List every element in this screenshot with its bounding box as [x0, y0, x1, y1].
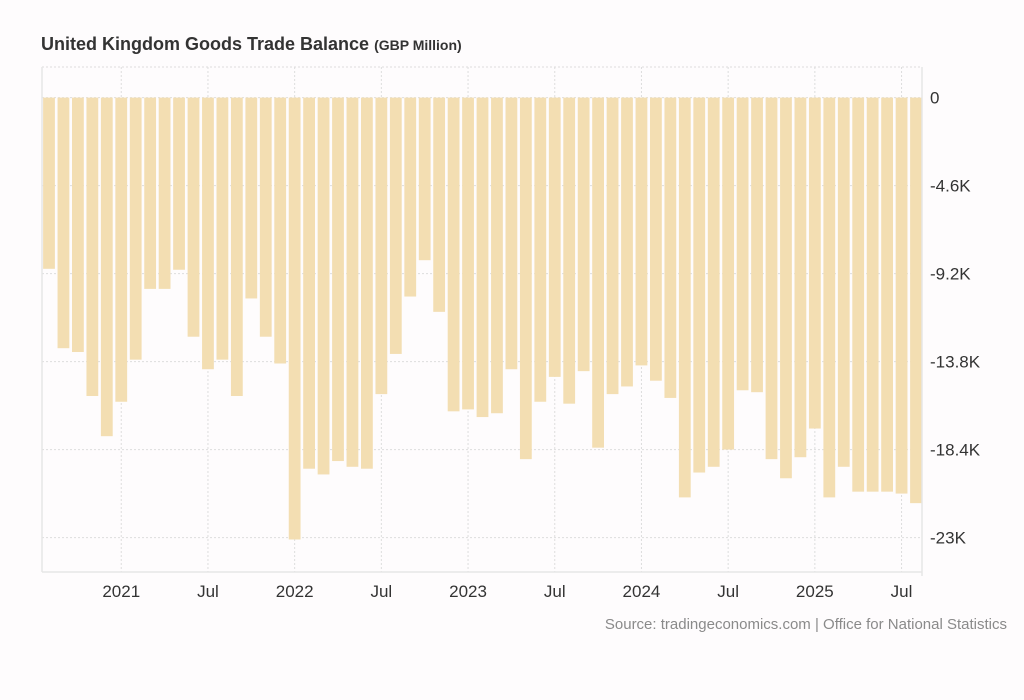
bar[interactable]	[548, 97, 561, 377]
bar[interactable]	[736, 97, 749, 391]
bar[interactable]	[462, 97, 474, 410]
bar[interactable]	[43, 97, 55, 269]
y-axis: 0 -4.6K -9.2K -13.8K -18.4K -23K	[930, 89, 981, 548]
bar[interactable]	[794, 97, 807, 458]
x-tick-label: 2024	[623, 582, 661, 601]
bar[interactable]	[259, 97, 272, 337]
plot-frame	[41, 67, 923, 576]
bar[interactable]	[346, 97, 359, 467]
x-axis: 2021 Jul 2022 Jul 2023 Jul 2024 Jul 2025 Jul	[102, 582, 912, 601]
x-tick-label: 2025	[796, 582, 834, 601]
bar[interactable]	[635, 97, 648, 366]
x-tick-label: Jul	[370, 582, 392, 601]
bar[interactable]	[707, 97, 720, 467]
y-tick-label: -18.4K	[930, 441, 981, 460]
chart-title-text: United Kingdom Goods Trade Balance	[41, 34, 370, 54]
bar[interactable]	[375, 97, 388, 395]
chart-title: United Kingdom Goods Trade Balance (GBP …	[41, 34, 462, 55]
bar[interactable]	[404, 97, 417, 297]
bar[interactable]	[722, 97, 735, 450]
y-tick-label: -13.8K	[930, 353, 981, 372]
x-tick-label: Jul	[717, 582, 739, 601]
bar[interactable]	[650, 97, 662, 381]
x-tick-label: 2022	[276, 582, 314, 601]
bar[interactable]	[447, 97, 460, 412]
bar[interactable]	[895, 97, 908, 494]
bar[interactable]	[678, 97, 691, 498]
x-tick-label: Jul	[197, 582, 219, 601]
bar[interactable]	[173, 97, 185, 270]
bar[interactable]	[129, 97, 142, 360]
source-note: Source: tradingeconomics.com | Office fo…	[604, 616, 1007, 633]
bar[interactable]	[837, 97, 850, 467]
bar[interactable]	[389, 97, 402, 354]
bar[interactable]	[332, 97, 344, 462]
bar[interactable]	[664, 97, 677, 398]
bar[interactable]	[57, 97, 70, 349]
bar[interactable]	[491, 97, 503, 414]
bar[interactable]	[852, 97, 865, 492]
y-tick-label: -23K	[930, 529, 967, 548]
bar[interactable]	[72, 97, 84, 353]
bar[interactable]	[910, 97, 922, 504]
bar[interactable]	[230, 97, 243, 397]
bar[interactable]	[563, 97, 576, 404]
bar[interactable]	[505, 97, 518, 370]
bar[interactable]	[288, 97, 301, 540]
bar[interactable]	[144, 97, 157, 289]
bar[interactable]	[519, 97, 532, 460]
bar[interactable]	[418, 97, 431, 261]
bar[interactable]	[534, 97, 547, 402]
bar[interactable]	[303, 97, 315, 469]
x-tick-label: Jul	[891, 582, 913, 601]
bar[interactable]	[476, 97, 489, 418]
bar[interactable]	[86, 97, 99, 397]
bar[interactable]	[115, 97, 128, 402]
bars	[43, 97, 922, 540]
bar[interactable]	[158, 97, 171, 289]
bar[interactable]	[361, 97, 373, 469]
bar[interactable]	[621, 97, 633, 387]
y-tick-label: -9.2K	[930, 265, 971, 284]
bar[interactable]	[433, 97, 446, 312]
bar[interactable]	[592, 97, 604, 448]
bar[interactable]	[100, 97, 113, 437]
x-tick-label: 2023	[449, 582, 487, 601]
bar[interactable]	[606, 97, 619, 395]
bar[interactable]	[577, 97, 590, 372]
y-tick-label: 0	[930, 89, 939, 108]
bar[interactable]	[245, 97, 258, 299]
bar[interactable]	[751, 97, 763, 393]
bar[interactable]	[216, 97, 229, 360]
bar[interactable]	[317, 97, 330, 475]
bar[interactable]	[881, 97, 893, 492]
x-tick-label: 2021	[102, 582, 140, 601]
bar[interactable]	[693, 97, 706, 473]
bar[interactable]	[780, 97, 792, 479]
bar[interactable]	[202, 97, 214, 370]
y-tick-label: -4.6K	[930, 177, 971, 196]
bar[interactable]	[866, 97, 879, 492]
bar[interactable]	[808, 97, 821, 429]
chart-unit-label: (GBP Million)	[374, 37, 462, 53]
bar[interactable]	[765, 97, 778, 460]
bar[interactable]	[187, 97, 200, 337]
bar[interactable]	[823, 97, 836, 498]
bar[interactable]	[274, 97, 287, 364]
x-tick-label: Jul	[544, 582, 566, 601]
